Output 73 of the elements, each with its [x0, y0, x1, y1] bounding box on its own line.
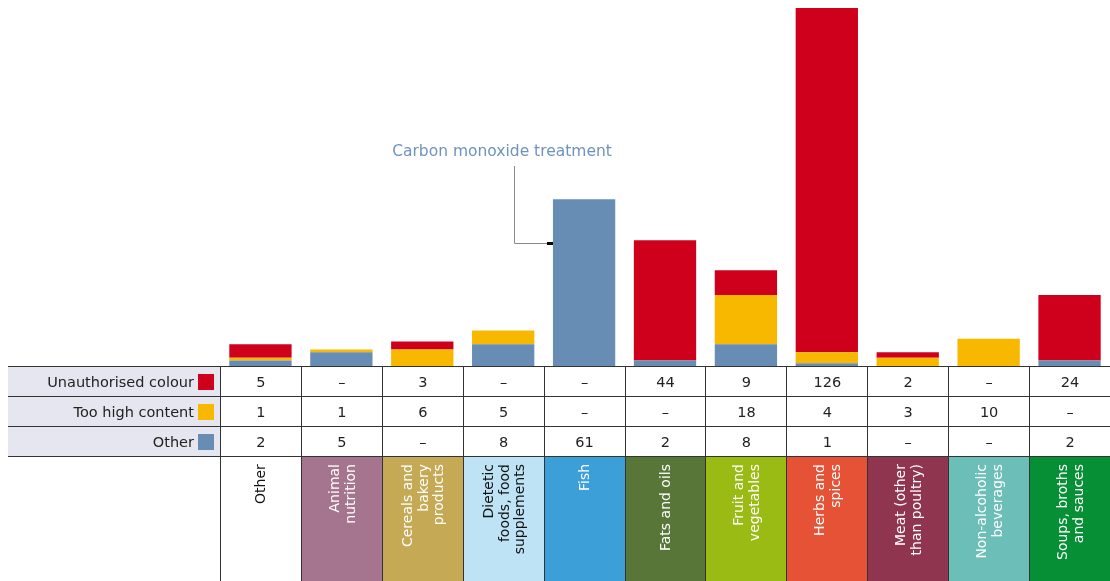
data-label: 5	[337, 433, 347, 450]
data-label: 9	[741, 373, 751, 390]
data-label: 1	[256, 403, 266, 420]
text: –	[338, 373, 346, 390]
bar	[795, 352, 858, 364]
x-tick-label: Fruit and vegetables	[729, 464, 763, 544]
bar	[714, 270, 778, 295]
legend-label: Unauthorised colour	[47, 373, 194, 390]
text: –	[661, 403, 670, 420]
bar	[310, 352, 373, 366]
data-label: 2	[660, 433, 671, 450]
x-tick-label: Fish	[575, 463, 593, 491]
legend-label: Other	[152, 433, 194, 450]
x-tick-label: Other	[252, 464, 269, 504]
data-label: 5	[256, 373, 266, 390]
bar	[876, 352, 939, 358]
text: –	[1066, 403, 1074, 420]
text: –	[985, 373, 993, 390]
data-label: 2	[256, 433, 266, 450]
data-label: 1	[822, 433, 832, 450]
data-label: 8	[499, 433, 509, 450]
bar	[391, 341, 454, 350]
bar	[552, 199, 616, 366]
data-label: 10	[979, 403, 999, 420]
data-label: 24	[1060, 373, 1080, 390]
label-panel: Fruit and vegetables	[705, 457, 787, 581]
label-panel: Dietetic foods, food supplements	[462, 457, 544, 581]
annotation: Carbon monoxide treatment	[392, 142, 612, 160]
data-label: 8	[741, 433, 751, 450]
bar	[472, 344, 535, 366]
text: –	[985, 433, 993, 450]
bar	[957, 338, 1020, 366]
label-panel: Fish	[543, 457, 625, 581]
x-tick-label: Herbs and spices	[810, 464, 844, 538]
data-label: 61	[575, 433, 594, 450]
bar	[795, 363, 858, 366]
data-label: 2	[1065, 433, 1075, 450]
bar	[633, 360, 697, 366]
bar	[472, 330, 535, 345]
data-label: 5	[499, 403, 509, 420]
bar	[714, 294, 778, 345]
legend-label: Too high content	[73, 403, 194, 420]
x-tick-label: Animal nutrition	[325, 464, 358, 526]
data-label: 4	[822, 403, 832, 420]
bar	[229, 357, 292, 361]
bar	[795, 8, 858, 353]
data-label: 44	[656, 373, 675, 390]
bar	[1038, 294, 1101, 361]
bar	[229, 344, 292, 358]
data-label: 6	[418, 403, 428, 420]
label-panel: Meat (other than poultry)	[867, 457, 949, 581]
text: –	[904, 433, 912, 450]
bar	[633, 240, 697, 361]
bar	[229, 360, 292, 366]
bar	[714, 344, 778, 366]
bar	[391, 349, 454, 366]
data-label: 1	[337, 403, 347, 420]
text: –	[580, 403, 589, 420]
data-label: 18	[737, 403, 756, 420]
text: –	[580, 373, 589, 390]
text: –	[419, 433, 427, 450]
data-label: 126	[813, 373, 842, 390]
data-label: 3	[418, 373, 428, 390]
x-tick-label: Fats and oils	[656, 463, 674, 551]
data-label: 2	[903, 373, 913, 390]
label-panel: Animal nutrition	[300, 457, 382, 581]
label-panel: Fats and oils	[624, 457, 706, 581]
bar	[876, 357, 939, 366]
x-tick-label: Dietetic foods, food supplements	[479, 464, 528, 557]
text: –	[500, 373, 508, 390]
x-tick-label: Meat (other than poultry)	[891, 464, 925, 558]
data-label: 3	[903, 403, 913, 420]
bar	[1038, 360, 1101, 366]
